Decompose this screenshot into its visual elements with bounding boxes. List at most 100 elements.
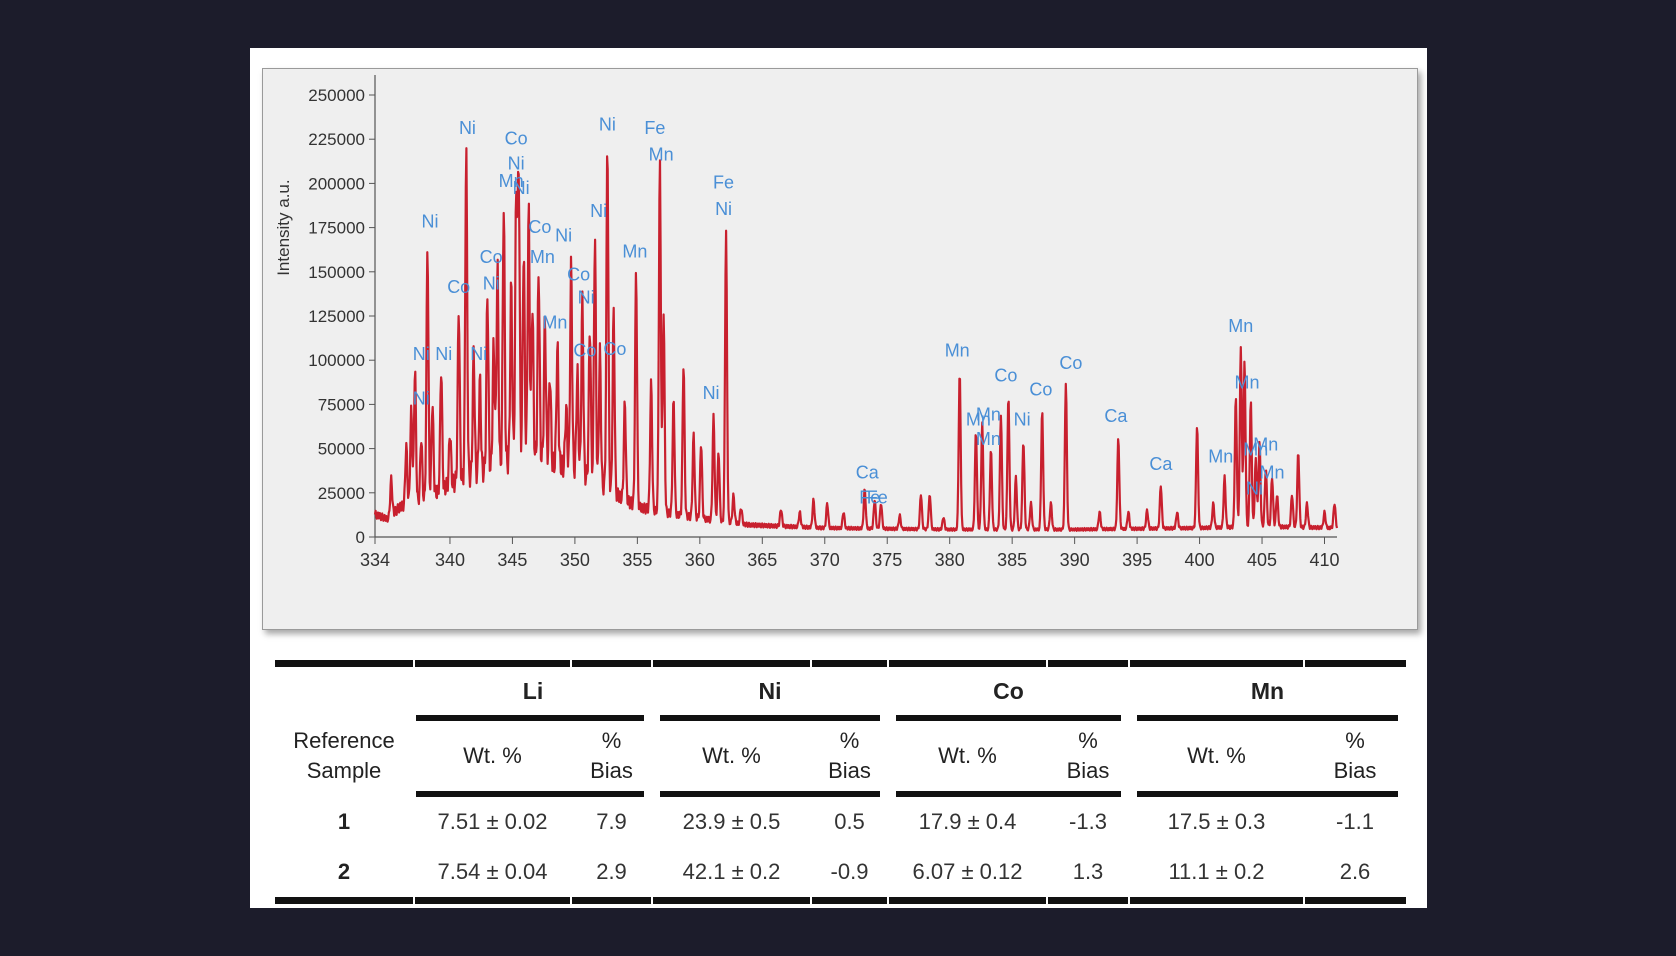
- element-peak-label: Ca: [1104, 406, 1128, 426]
- li-bias: 7.9: [596, 809, 627, 834]
- mn-bias: 2.6: [1339, 859, 1371, 884]
- element-peak-label: Mn: [622, 242, 647, 262]
- x-tick-label: 410: [1309, 550, 1339, 570]
- ni-wt: 42.1 ± 0.2: [682, 859, 781, 884]
- element-peak-label: Mn: [976, 429, 1001, 449]
- element-peak-label: Mn: [1208, 447, 1233, 467]
- spectrum-chart: 0 25000 50000 75000 100000 125000 150000 175000…: [262, 68, 1418, 630]
- co-wt: 6.07 ± 0.12: [912, 859, 1023, 884]
- element-peak-label: Mn: [1235, 372, 1260, 392]
- wt-header: Wt. %: [463, 743, 522, 768]
- li-bias: 2.9: [596, 859, 627, 884]
- element-peak-label: Ni: [413, 344, 430, 364]
- y-tick-label: 125000: [308, 307, 365, 326]
- element-peak-label: Ni: [413, 388, 430, 408]
- element-peak-label: Ni: [421, 212, 438, 232]
- mn-wt: 17.5 ± 0.3: [1167, 809, 1266, 834]
- element-peak-label: Mn: [976, 404, 1001, 424]
- x-tick-label: 390: [1060, 550, 1090, 570]
- x-tick-label: 340: [435, 550, 465, 570]
- wt-header: Wt. %: [1187, 743, 1246, 768]
- element-peak-label: Co: [1029, 380, 1052, 400]
- y-tick-label: 100000: [308, 351, 365, 370]
- table-row: 1 7.51 ± 0.02 7.9 23.9 ± 0.5 0.5 17.9 ± …: [274, 797, 1406, 847]
- x-tick-label: 345: [497, 550, 527, 570]
- spectrum-chart-svg: 0 25000 50000 75000 100000 125000 150000 175000…: [274, 75, 1340, 570]
- element-peak-label: Mn: [649, 144, 674, 164]
- element-peak-label: Ni: [1014, 410, 1031, 430]
- element-peak-label: Ni: [483, 273, 500, 293]
- element-peak-label: Co: [603, 339, 626, 359]
- x-tick-label: 400: [1185, 550, 1215, 570]
- li-wt: 7.51 ± 0.02: [437, 809, 548, 834]
- x-tick-label: 380: [935, 550, 965, 570]
- element-peak-label: Ca: [856, 463, 880, 483]
- element-peak-label: Co: [447, 277, 470, 297]
- element-peak-label: Mn: [499, 171, 524, 191]
- element-peak-label: Mn: [1253, 434, 1278, 454]
- ni-bias: 0.5: [834, 809, 865, 834]
- li-wt: 7.54 ± 0.04: [437, 859, 548, 884]
- spectrum-line: [373, 147, 1339, 532]
- sample-id: 1: [337, 809, 351, 834]
- bias-header: % Bias: [828, 728, 871, 783]
- element-peak-label: Mn: [1228, 316, 1253, 336]
- element-peak-label: Fe: [713, 173, 734, 193]
- element-peak-label: Ni: [470, 344, 487, 364]
- element-peak-label: Ni: [513, 178, 530, 198]
- table-row: 2 7.54 ± 0.04 2.9 42.1 ± 0.2 -0.9 6.07 ±…: [274, 847, 1406, 897]
- wt-header: Wt. %: [702, 743, 761, 768]
- co-bias: 1.3: [1072, 859, 1104, 884]
- co-bias: -1.3: [1069, 809, 1107, 834]
- sample-id: 2: [337, 859, 351, 884]
- figure-card: 0 25000 50000 75000 100000 125000 150000 175000…: [250, 48, 1427, 908]
- element-peak-label: Co: [994, 365, 1017, 385]
- element-peak-label: Mn: [966, 410, 991, 430]
- reference-sample-header: Reference Sample: [293, 728, 395, 783]
- element-header-co: Co: [993, 677, 1024, 704]
- element-peak-label: Ni: [435, 344, 452, 364]
- y-tick-label: 50000: [318, 440, 365, 459]
- element-peak-label: Co: [505, 129, 528, 149]
- results-table: Li Ni Co Mn Reference Sample Wt. % % Bias …: [273, 660, 1414, 904]
- x-tick-label: 385: [997, 550, 1027, 570]
- element-peak-label: Ni: [703, 383, 720, 403]
- element-peak-label: Co: [573, 341, 596, 361]
- y-axis-label: Intensity a.u.: [274, 179, 293, 275]
- element-peak-label: Ni: [555, 226, 572, 246]
- element-peak-label: Ni: [1246, 479, 1263, 499]
- element-peak-label: Ni: [715, 199, 732, 219]
- x-tick-label: 370: [810, 550, 840, 570]
- element-peak-label: Co: [528, 217, 551, 237]
- mn-bias: -1.1: [1336, 809, 1374, 834]
- bias-header: % Bias: [590, 728, 633, 783]
- bias-header: % Bias: [1066, 728, 1110, 783]
- corner-cell: [274, 667, 414, 715]
- x-tick-label: 360: [685, 550, 715, 570]
- element-peak-label: Fe: [644, 118, 665, 138]
- element-peak-label: Co: [567, 265, 590, 285]
- x-tick-label: 334: [360, 550, 390, 570]
- bias-header: % Bias: [1333, 728, 1377, 783]
- x-tick-label: 355: [622, 550, 652, 570]
- element-peak-label: Mn: [945, 341, 970, 361]
- element-peak-label: Mn: [530, 247, 555, 267]
- element-peak-label: Mn: [1243, 440, 1268, 460]
- y-tick-label: 25000: [318, 484, 365, 503]
- wt-header: Wt. %: [938, 743, 997, 768]
- x-tick-label: 405: [1247, 550, 1277, 570]
- ni-bias: -0.9: [830, 859, 869, 884]
- element-peak-label: Ni: [578, 288, 595, 308]
- x-tick-label: 375: [872, 550, 902, 570]
- co-wt: 17.9 ± 0.4: [918, 809, 1017, 834]
- element-peak-label: Mn: [1260, 463, 1285, 483]
- element-peak-label: Ni: [590, 201, 607, 221]
- x-tick-label: 395: [1122, 550, 1152, 570]
- element-peak-label: Ni: [459, 118, 476, 138]
- element-peak-label: Ni: [508, 153, 525, 173]
- element-peak-label: Fe: [859, 487, 880, 507]
- y-tick-label: 250000: [308, 86, 365, 105]
- x-tick-label: 365: [747, 550, 777, 570]
- element-header-li: Li: [522, 677, 544, 704]
- x-tick-label: 350: [560, 550, 590, 570]
